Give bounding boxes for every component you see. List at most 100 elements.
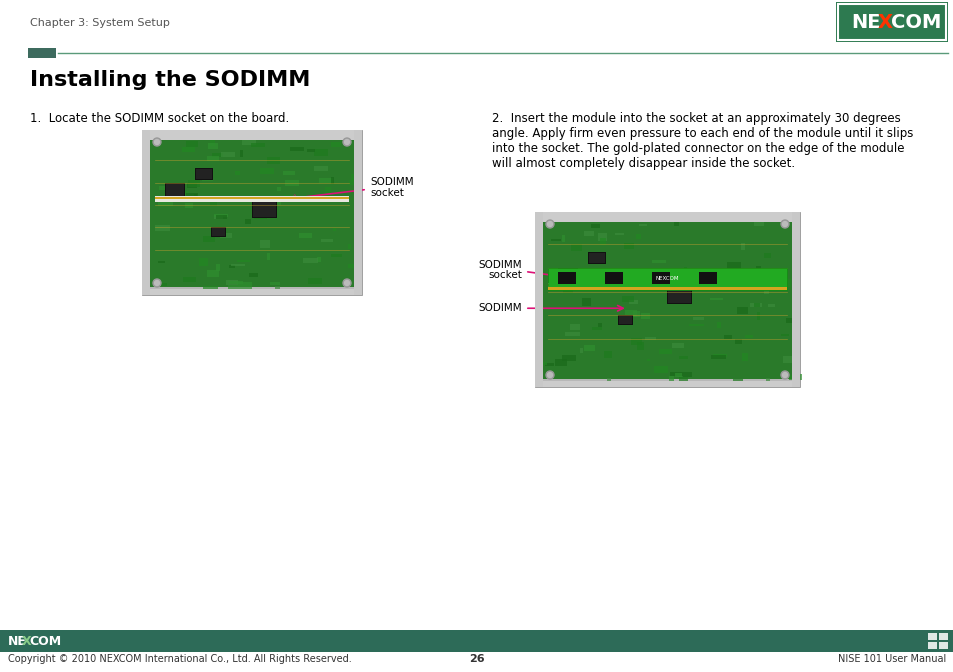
Text: NISE 101 User Manual: NISE 101 User Manual xyxy=(837,654,945,664)
Bar xyxy=(651,271,669,284)
Bar xyxy=(679,377,688,384)
Bar xyxy=(213,216,223,218)
Bar xyxy=(547,282,786,288)
Text: X: X xyxy=(22,635,31,648)
Text: 26: 26 xyxy=(469,654,484,664)
Bar xyxy=(675,374,681,377)
Bar xyxy=(712,353,726,357)
Bar xyxy=(231,264,244,266)
Bar xyxy=(199,257,208,265)
Bar xyxy=(753,303,760,307)
Bar xyxy=(723,335,731,339)
Bar xyxy=(741,353,747,361)
Bar xyxy=(158,200,172,206)
Bar xyxy=(668,285,691,302)
Text: Chapter 3: System Setup: Chapter 3: System Setup xyxy=(30,18,170,28)
Bar xyxy=(767,304,775,307)
Bar xyxy=(624,310,637,317)
Bar xyxy=(228,284,236,292)
Circle shape xyxy=(152,138,161,146)
Bar xyxy=(314,166,327,171)
Bar xyxy=(165,183,185,198)
Bar xyxy=(791,374,801,380)
Bar xyxy=(174,191,189,195)
Bar xyxy=(669,372,682,376)
Bar xyxy=(203,286,217,292)
Bar xyxy=(604,271,622,284)
Bar xyxy=(689,323,703,326)
Circle shape xyxy=(152,279,161,287)
Bar xyxy=(28,48,56,58)
Bar xyxy=(316,257,321,262)
Bar xyxy=(570,324,579,330)
Bar xyxy=(208,156,218,161)
Bar xyxy=(543,362,546,365)
Bar xyxy=(213,214,228,217)
Text: 1.  Locate the SODIMM socket on the board.: 1. Locate the SODIMM socket on the board… xyxy=(30,112,289,125)
Bar xyxy=(542,220,791,379)
Bar xyxy=(744,335,752,338)
Bar xyxy=(564,331,579,336)
Circle shape xyxy=(545,220,554,228)
Circle shape xyxy=(547,372,552,378)
Bar xyxy=(683,267,687,276)
Bar xyxy=(256,202,259,204)
Bar xyxy=(754,222,763,226)
Bar xyxy=(267,253,270,261)
Bar xyxy=(221,153,235,157)
Bar xyxy=(237,260,251,262)
Bar xyxy=(195,169,212,179)
Bar xyxy=(682,372,691,377)
Bar xyxy=(234,171,239,175)
Bar xyxy=(644,337,656,341)
Bar xyxy=(187,183,196,188)
Bar xyxy=(633,311,639,317)
Bar xyxy=(303,258,317,263)
Bar xyxy=(260,168,274,174)
Bar xyxy=(535,212,800,387)
Bar xyxy=(603,351,612,358)
Bar xyxy=(351,174,362,181)
Bar xyxy=(284,179,299,186)
Bar xyxy=(547,286,786,290)
Bar xyxy=(646,359,650,362)
Bar xyxy=(274,200,280,205)
Bar xyxy=(636,234,640,239)
Bar xyxy=(150,138,354,287)
Bar xyxy=(671,343,683,348)
Bar xyxy=(283,196,294,200)
Bar xyxy=(640,312,649,319)
Bar xyxy=(535,212,800,222)
Bar xyxy=(741,281,753,286)
Bar xyxy=(581,298,591,306)
Bar xyxy=(142,130,361,295)
Bar xyxy=(194,168,213,180)
Bar xyxy=(561,235,564,242)
Bar xyxy=(710,298,722,300)
Bar xyxy=(229,281,242,284)
Bar xyxy=(788,376,793,380)
Bar xyxy=(780,334,788,337)
Text: COM: COM xyxy=(29,635,61,648)
Bar xyxy=(618,317,631,325)
Bar xyxy=(186,193,198,199)
Bar xyxy=(784,318,799,323)
Bar xyxy=(185,203,193,208)
Bar xyxy=(318,179,334,183)
Bar xyxy=(629,300,638,304)
Bar xyxy=(154,196,349,202)
Bar xyxy=(229,265,235,268)
Bar xyxy=(652,260,665,263)
Bar xyxy=(734,339,741,343)
Bar xyxy=(558,267,578,283)
Bar xyxy=(268,212,273,218)
Bar xyxy=(277,187,280,191)
Bar xyxy=(927,642,936,649)
Bar xyxy=(333,228,336,231)
Bar xyxy=(325,187,331,193)
Bar xyxy=(320,239,333,242)
Bar xyxy=(260,240,270,247)
Bar xyxy=(212,228,225,237)
Bar xyxy=(142,130,150,295)
Bar xyxy=(733,379,742,386)
